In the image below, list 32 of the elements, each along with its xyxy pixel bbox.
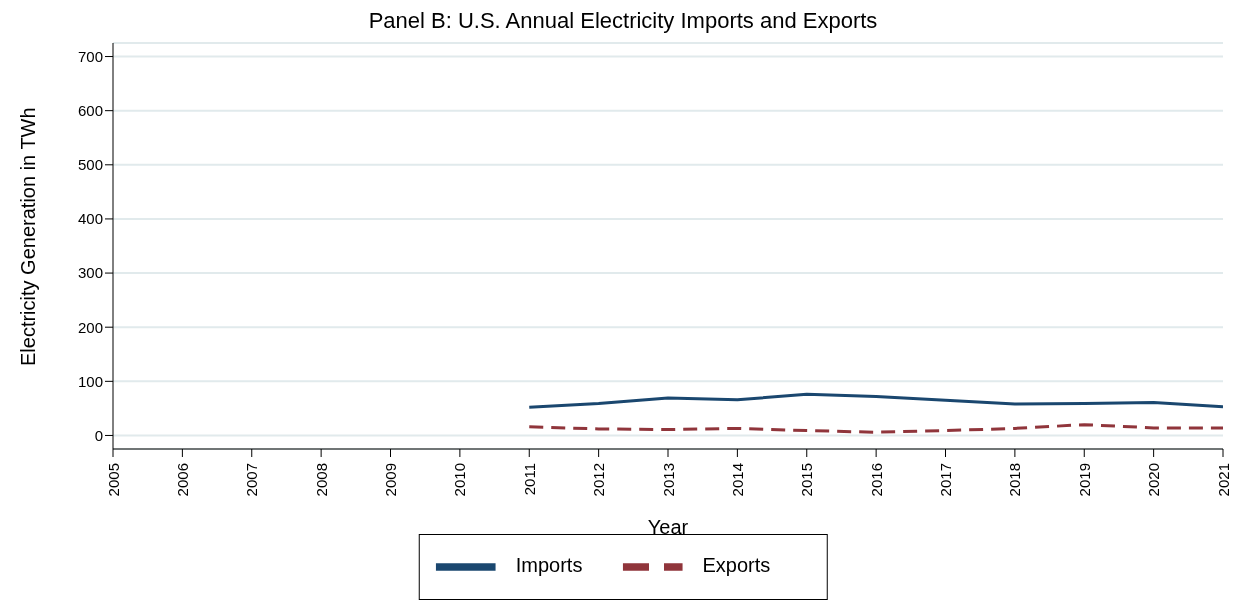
y-tick-label: 400 bbox=[77, 210, 103, 228]
x-tick-label: 2017 bbox=[937, 463, 954, 497]
x-tick-label: 2019 bbox=[1075, 463, 1093, 497]
y-tick-label: 200 bbox=[77, 318, 103, 336]
x-tick-label: 2018 bbox=[1006, 463, 1024, 497]
x-tick-label: 2016 bbox=[867, 463, 885, 497]
x-tick-label: 2015 bbox=[798, 463, 816, 497]
line-series bbox=[527, 423, 1223, 434]
legend-label: Imports bbox=[515, 554, 583, 577]
x-axis-title: Year bbox=[647, 516, 689, 538]
x-tick-label: 2020 bbox=[1145, 463, 1163, 497]
chart-title: Panel B: U.S. Annual Electricity Imports and Exports bbox=[367, 8, 879, 35]
x-tick-label: 2021 bbox=[1214, 463, 1232, 497]
legend-label: Exports bbox=[702, 554, 771, 577]
y-tick-label: 600 bbox=[77, 101, 103, 119]
x-tick-label: 2014 bbox=[728, 463, 746, 497]
x-tick-label: 2007 bbox=[243, 463, 261, 497]
line-series bbox=[527, 392, 1223, 409]
y-tick-label: 0 bbox=[94, 426, 103, 444]
y-axis-title: Electricity Generation in TWh bbox=[17, 107, 40, 366]
x-tick-label: 2006 bbox=[173, 463, 191, 497]
x-tick-label: 2010 bbox=[451, 463, 469, 497]
x-tick-label: 2011 bbox=[520, 463, 538, 496]
y-tick-label: 500 bbox=[77, 156, 103, 174]
x-tick-label: 2013 bbox=[659, 463, 677, 497]
x-tick-label: 2005 bbox=[104, 463, 122, 497]
x-tick-label: 2008 bbox=[312, 463, 330, 497]
x-tick-label: 2009 bbox=[382, 463, 399, 497]
y-tick-label: 700 bbox=[77, 47, 103, 65]
y-tick-label: 300 bbox=[77, 264, 103, 282]
x-tick-label: 2012 bbox=[590, 463, 608, 497]
y-tick-label: 100 bbox=[77, 372, 103, 390]
